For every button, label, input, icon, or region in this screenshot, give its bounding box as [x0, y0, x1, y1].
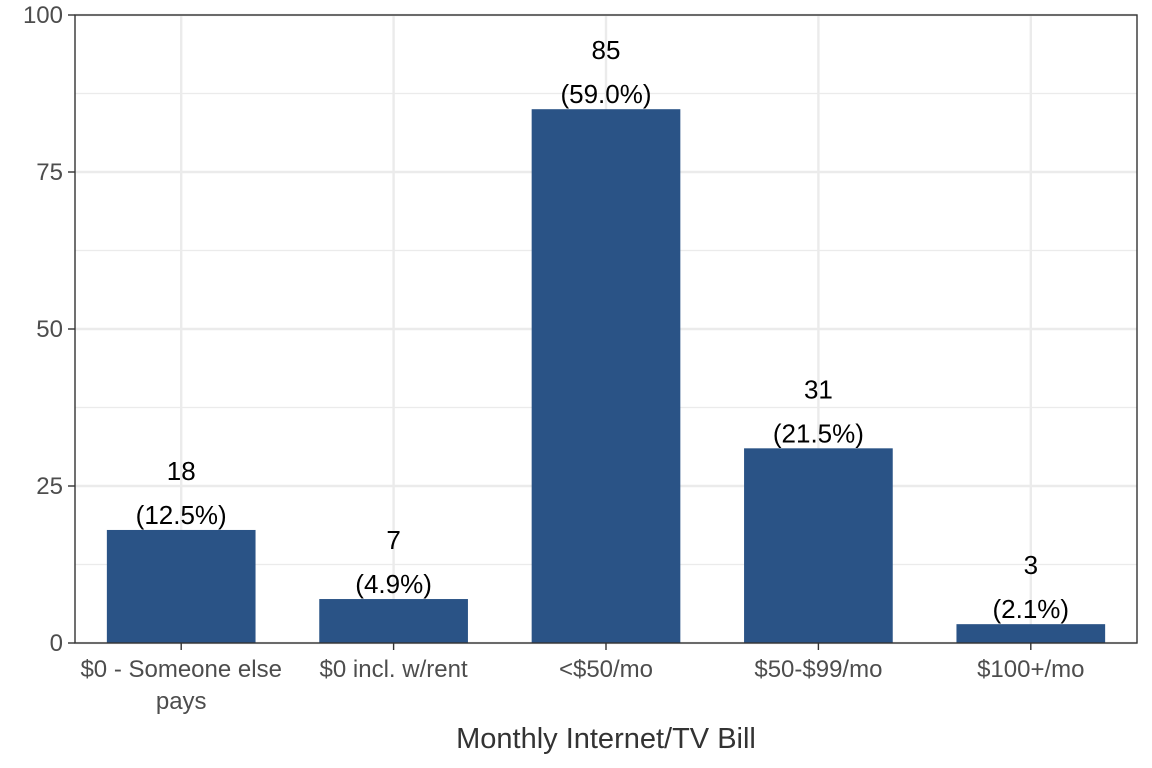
y-tick-label: 50: [36, 316, 63, 343]
data-label: (59.0%): [560, 79, 651, 109]
bar: [744, 448, 893, 643]
bar: [956, 624, 1106, 643]
x-tick-label: $100+/mo: [977, 656, 1084, 683]
data-label: (2.1%): [993, 594, 1070, 624]
x-tick-label: $0 - Someone else: [80, 656, 281, 683]
data-label: (21.5%): [773, 418, 864, 448]
data-label: (4.9%): [355, 569, 432, 599]
data-labels: 18 (12.5%) 7 (4.9%) 85 (59.0%) 31 (21.5%) 3 (2.1%…: [136, 35, 1069, 624]
x-tick-label: $50-$99/mo: [754, 656, 882, 683]
x-tick-label: pays: [156, 688, 207, 715]
y-tick-label: 100: [23, 2, 63, 29]
x-tick-label: $0 incl. w/rent: [320, 656, 468, 683]
data-label: 18: [167, 456, 196, 486]
data-label: 7: [386, 525, 400, 555]
bar: [531, 109, 681, 643]
data-label: 31: [804, 374, 833, 404]
axes: 0 25 50 75 100 $0 - Someone else pays $0 incl. …: [23, 2, 1085, 715]
y-tick-label: 75: [36, 159, 63, 186]
bar: [319, 599, 468, 643]
data-label: 3: [1024, 550, 1038, 580]
data-label: 85: [592, 35, 621, 65]
bars: [106, 109, 1106, 643]
x-axis-title: Monthly Internet/TV Bill: [456, 723, 756, 755]
y-tick-label: 25: [36, 473, 63, 500]
x-tick-label: <$50/mo: [559, 656, 653, 683]
data-label: (12.5%): [136, 500, 227, 530]
y-tick-label: 0: [50, 630, 63, 657]
bar: [106, 529, 256, 643]
